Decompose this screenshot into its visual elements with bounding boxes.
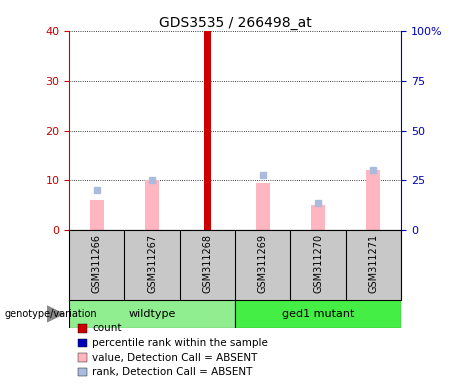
Text: GSM311266: GSM311266 [92,234,102,293]
Text: rank, Detection Call = ABSENT: rank, Detection Call = ABSENT [92,367,253,377]
Bar [366,170,380,230]
Polygon shape [47,305,65,323]
Bar [204,31,211,230]
Text: ged1 mutant: ged1 mutant [282,309,354,319]
Text: GSM311271: GSM311271 [368,234,378,293]
Bar [69,300,235,328]
Bar [311,205,325,230]
Text: GSM311270: GSM311270 [313,234,323,293]
Bar [145,180,159,230]
Text: GSM311267: GSM311267 [147,234,157,293]
Text: GSM311269: GSM311269 [258,234,268,293]
Text: genotype/variation: genotype/variation [5,309,97,319]
Text: GSM311268: GSM311268 [202,234,213,293]
Text: percentile rank within the sample: percentile rank within the sample [92,338,268,348]
Bar [256,183,270,230]
Text: count: count [92,323,122,333]
Text: wildtype: wildtype [129,309,176,319]
Title: GDS3535 / 266498_at: GDS3535 / 266498_at [159,16,312,30]
Text: value, Detection Call = ABSENT: value, Detection Call = ABSENT [92,353,258,362]
Bar [235,300,401,328]
Bar [90,200,104,230]
